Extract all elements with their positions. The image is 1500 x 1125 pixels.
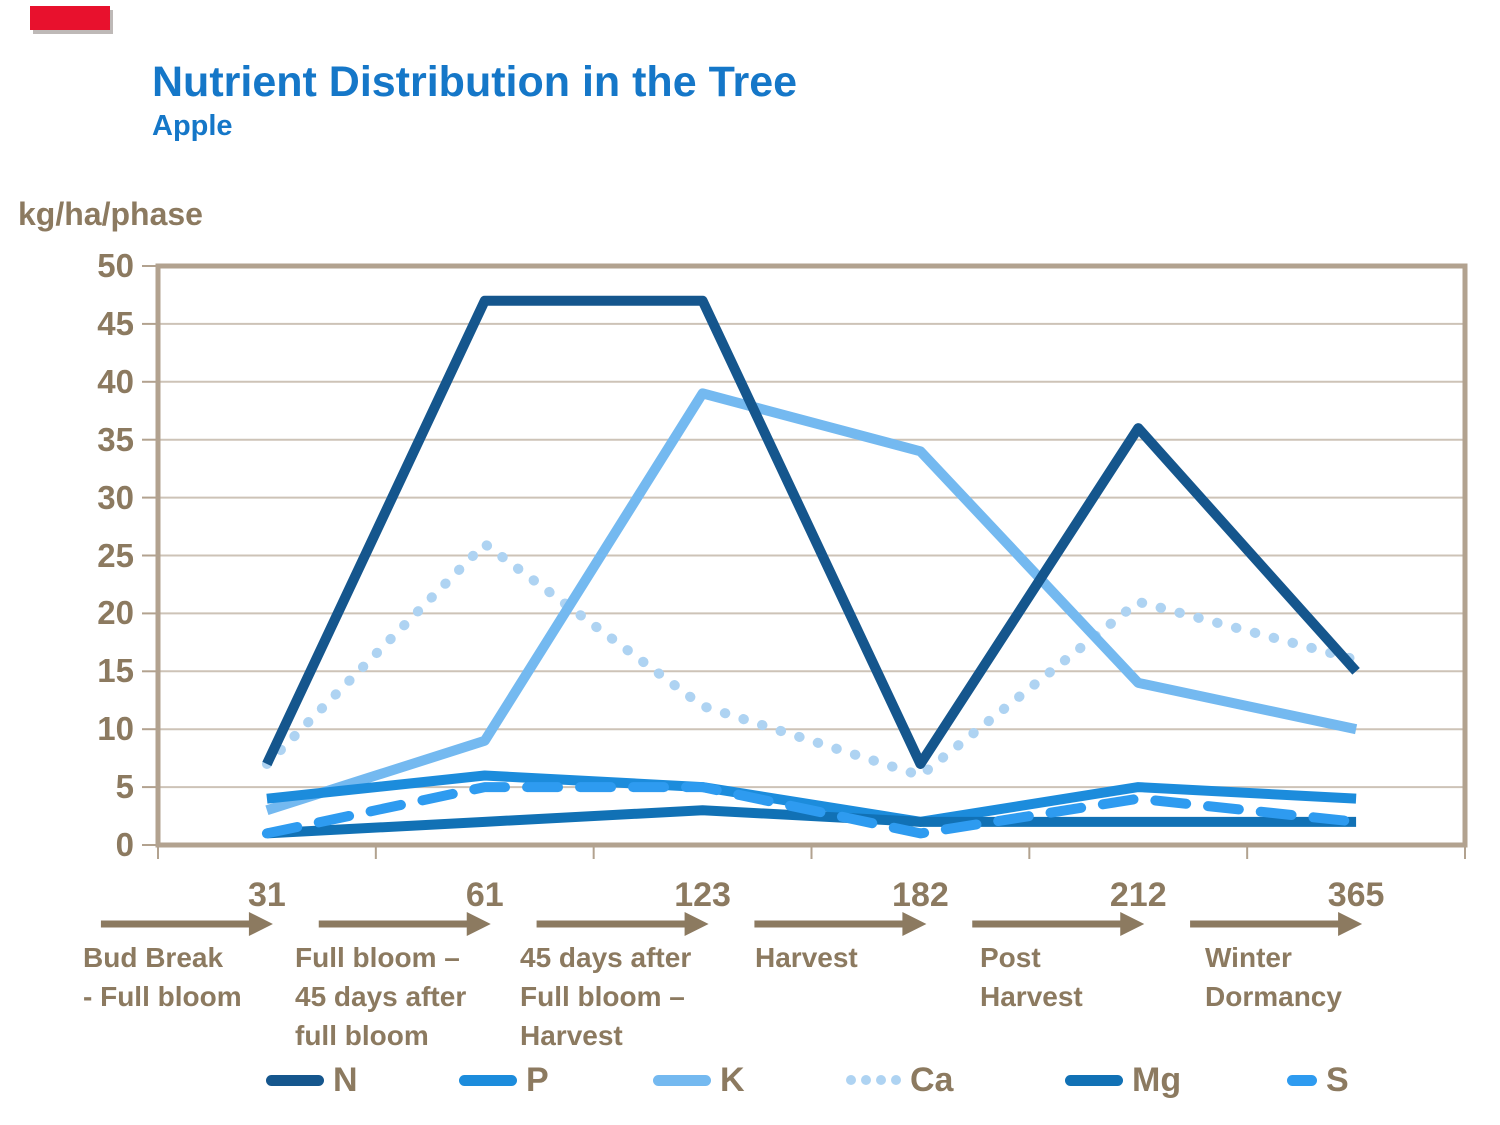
series-line-Ca — [261, 538, 1362, 781]
legend-solid-line-icon — [1065, 1074, 1123, 1086]
legend-item-Mg: Mg — [1065, 1056, 1181, 1104]
phase-label: Harvest — [755, 942, 858, 973]
y-tick-label: 30 — [97, 478, 134, 516]
legend-dotted-line-icon — [846, 1075, 901, 1085]
gridlines — [158, 322, 1465, 789]
phase-arrows — [100, 912, 1363, 936]
legend-label: P — [526, 1060, 549, 1099]
phase-label: Full bloom – 45 days after full bloom — [295, 942, 467, 1051]
x-tick-label: 212 — [1109, 876, 1167, 914]
arrow-head-icon — [902, 912, 927, 936]
phase-label: Winter Dormancy — [1205, 942, 1342, 1012]
x-tick-label: 365 — [1327, 876, 1385, 914]
y-axis-unit-label: kg/ha/phase — [18, 196, 203, 232]
legend-solid-line-icon — [459, 1074, 517, 1086]
legend-label: Mg — [1132, 1060, 1182, 1099]
y-tick-label: 5 — [115, 768, 134, 806]
y-tick-label: 40 — [97, 362, 134, 400]
y-tick-label: 50 — [97, 247, 134, 284]
y-tick-label: 45 — [97, 304, 134, 342]
x-tick-label: 31 — [247, 876, 286, 914]
arrow-head-icon — [248, 912, 273, 936]
legend-label: S — [1326, 1060, 1349, 1099]
legend-label: Ca — [910, 1060, 954, 1099]
chart-legend: N P K Ca Mg S — [0, 1056, 1500, 1104]
series-line-Mg — [266, 805, 1357, 839]
x-tick-label: 182 — [892, 876, 949, 914]
legend-item-N: N — [266, 1056, 358, 1104]
arrow-head-icon — [466, 912, 491, 936]
legend-item-Ca: Ca — [846, 1056, 953, 1104]
series-line-N — [262, 295, 1360, 769]
y-tick-label: 25 — [97, 536, 134, 574]
y-tick-label: 15 — [97, 652, 134, 690]
chart-subtitle: Apple — [152, 110, 233, 142]
y-tick-label: 35 — [97, 420, 134, 458]
legend-solid-line-icon — [653, 1074, 711, 1086]
series-line-K — [265, 388, 1358, 816]
legend-item-K: K — [653, 1056, 745, 1104]
arrow-head-icon — [684, 912, 709, 936]
series-line-S — [261, 782, 1362, 839]
x-tick-label: 123 — [674, 876, 731, 914]
legend-dashed-line-icon — [1287, 1074, 1317, 1086]
x-tick-label: 61 — [465, 876, 504, 914]
arrow-head-icon — [1120, 912, 1145, 936]
phase-label: Bud Break - Full bloom — [83, 942, 242, 1012]
legend-solid-line-icon — [266, 1074, 324, 1086]
legend-item-S: S — [1287, 1056, 1349, 1104]
y-tick-label: 10 — [97, 710, 134, 748]
y-tick-label: 0 — [115, 826, 134, 863]
phase-label: Post Harvest — [980, 942, 1083, 1012]
legend-item-P: P — [459, 1056, 549, 1104]
series-line-P — [266, 770, 1357, 827]
brand-red-bar — [30, 6, 110, 30]
chart-title: Nutrient Distribution in the Tree — [152, 58, 798, 106]
legend-label: N — [333, 1060, 358, 1099]
legend-label: K — [720, 1060, 745, 1099]
arrow-head-icon — [1338, 912, 1363, 936]
phase-label: 45 days after Full bloom – Harvest — [520, 942, 692, 1051]
y-tick-label: 20 — [97, 594, 134, 632]
axis-ticks — [142, 265, 1466, 859]
